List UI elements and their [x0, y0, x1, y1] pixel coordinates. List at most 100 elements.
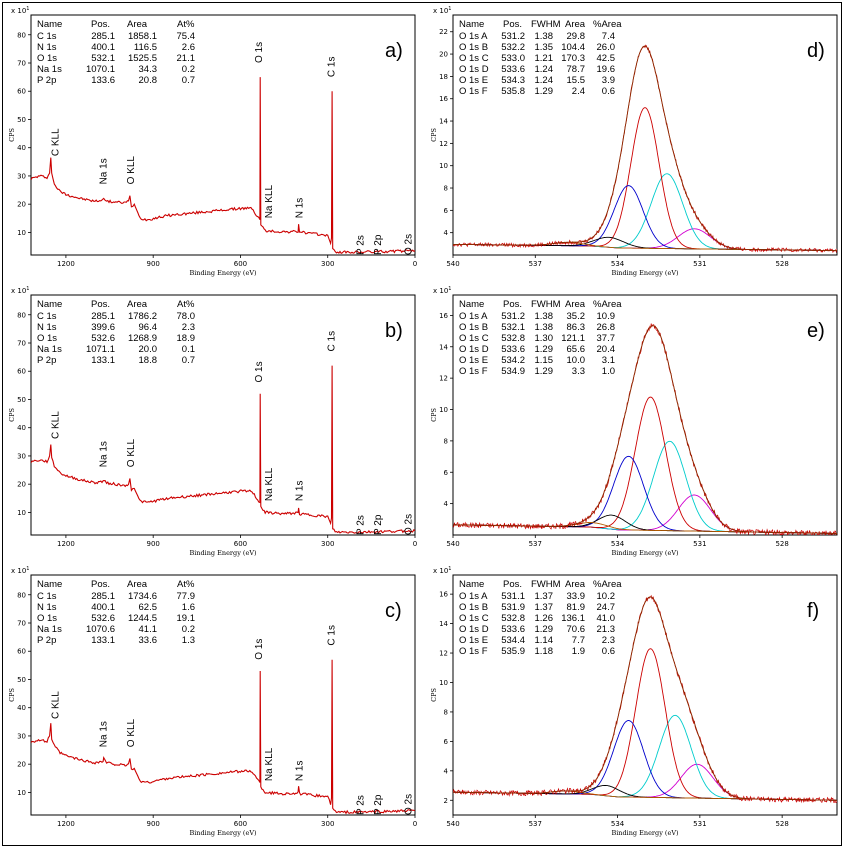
table-cell: 1734.6 [128, 591, 157, 602]
table-cell: 532.6 [91, 333, 115, 344]
table-cell: 1070.1 [86, 64, 115, 75]
table-cell: 1.38 [535, 311, 554, 322]
component-name: O 1s E [459, 355, 488, 366]
table-cell: 1.3 [182, 635, 195, 646]
component-name: O 1s C [459, 333, 489, 344]
table-cell: 1.29 [535, 344, 554, 355]
table-header: Pos. [503, 299, 522, 310]
table-cell: 1.30 [535, 333, 554, 344]
table-cell: 534.2 [501, 355, 525, 366]
table-header: Area [127, 19, 148, 30]
panel-label: b) [385, 320, 403, 342]
y-tick-label: 10 [439, 162, 448, 170]
table-cell: 10.9 [597, 311, 616, 322]
table-cell: 1071.1 [86, 344, 115, 355]
table-cell: 534.4 [501, 635, 525, 646]
y-scale-label: x 101 [433, 6, 451, 15]
peak-label: Na 1s [98, 441, 109, 467]
x-tick-label: 300 [321, 260, 334, 268]
y-tick-label: 20 [17, 761, 26, 769]
x-tick-label: 600 [234, 260, 247, 268]
chart-svg: x 101 80 70 60 50 40 30 20 10 CPS 1200 900 600 300 0 Bi… [8, 286, 417, 557]
table-cell: 78.0 [177, 311, 196, 322]
y-tick-label: 14 [439, 343, 448, 351]
table-cell: 133.6 [91, 75, 115, 86]
table-cell: 533.6 [501, 64, 525, 75]
table-cell: 535.9 [501, 646, 525, 657]
y-tick-label: 20 [17, 201, 26, 209]
table-cell: 0.2 [182, 624, 195, 635]
y-tick-label: 70 [17, 60, 26, 68]
table-cell: 0.1 [182, 344, 195, 355]
x-tick-label: 900 [146, 260, 159, 268]
y-tick-label: 8 [444, 185, 448, 193]
table-cell: 2.3 [602, 635, 615, 646]
x-tick-label: 531 [693, 820, 706, 828]
peak-label: P 2p [373, 514, 384, 535]
table-cell: 70.6 [567, 624, 586, 635]
y-tick-label: 14 [439, 118, 448, 126]
x-tick-label: 0 [413, 260, 417, 268]
table-cell: 0.7 [182, 75, 195, 86]
y-tick-label: 10 [439, 679, 448, 687]
y-axis-label: CPS [8, 128, 16, 142]
table-header: %Area [593, 579, 622, 590]
table-cell: N 1s [37, 42, 57, 53]
panel-label: e) [807, 320, 825, 342]
table-cell: 75.4 [177, 31, 196, 42]
table-cell: 18.8 [139, 355, 158, 366]
table-cell: 532.1 [501, 322, 525, 333]
peak-label: O KLL [126, 438, 137, 467]
table-cell: 400.1 [91, 42, 115, 53]
table-header: Pos. [503, 19, 522, 30]
x-axis-label: Binding Energy (eV) [189, 269, 257, 277]
raw-spectrum-line [453, 44, 837, 254]
table-cell: 133.1 [91, 635, 115, 646]
x-tick-label: 534 [611, 260, 625, 268]
y-tick-label: 40 [17, 704, 26, 712]
component-name: O 1s D [459, 624, 489, 635]
table-header: Pos. [503, 579, 522, 590]
table-cell: 531.2 [501, 311, 525, 322]
plot-area [30, 294, 416, 536]
y-tick-label: 20 [17, 481, 26, 489]
y-tick-label: 18 [439, 73, 448, 81]
x-tick-label: 300 [321, 540, 334, 548]
table-cell: O 1s [37, 613, 57, 624]
y-tick-label: 10 [17, 229, 26, 237]
table-cell: 1.15 [535, 355, 554, 366]
table-cell: 1.14 [535, 635, 554, 646]
table-cell: C 1s [37, 591, 57, 602]
y-tick-label: 8 [444, 437, 448, 445]
chart-svg: x 101 80 70 60 50 40 30 20 10 CPS 1200 900 600 300 0 Bi… [8, 566, 417, 837]
table-cell: 1.29 [535, 624, 554, 635]
y-tick-label: 16 [439, 591, 448, 599]
component-name: O 1s F [459, 646, 488, 657]
o1s-fit-panel-e: x 101 16 14 12 10 8 6 4 CPS 540 537 534 531 528 Bindin… [427, 285, 843, 561]
table-cell: 533.0 [501, 53, 525, 64]
table-cell: 2.3 [182, 322, 195, 333]
component-name: O 1s A [459, 31, 488, 42]
y-tick-label: 80 [17, 31, 26, 39]
table-cell: 10.0 [567, 355, 586, 366]
x-tick-label: 600 [234, 540, 247, 548]
x-axis-label: Binding Energy (eV) [189, 549, 257, 557]
table-cell: 1070.6 [86, 624, 115, 635]
table-cell: 1.18 [535, 646, 554, 657]
table-cell: 3.3 [572, 366, 585, 377]
x-tick-label: 537 [529, 260, 542, 268]
table-cell: 0.6 [602, 86, 615, 97]
y-tick-label: 10 [17, 789, 26, 797]
y-scale-label: x 101 [11, 566, 29, 575]
component-name: O 1s F [459, 366, 488, 377]
table-cell: 532.6 [91, 613, 115, 624]
y-tick-label: 10 [439, 406, 448, 414]
chart-svg: x 101 16 14 12 10 8 6 4 CPS 540 537 534 531 528 Bindin… [430, 286, 838, 557]
table-cell: 1.38 [535, 322, 554, 333]
table-cell: 65.6 [567, 344, 586, 355]
table-cell: 10.2 [597, 591, 616, 602]
y-tick-label: 50 [17, 676, 26, 684]
x-tick-label: 540 [446, 820, 459, 828]
table-header: Name [459, 579, 484, 590]
y-tick-label: 12 [439, 140, 448, 148]
